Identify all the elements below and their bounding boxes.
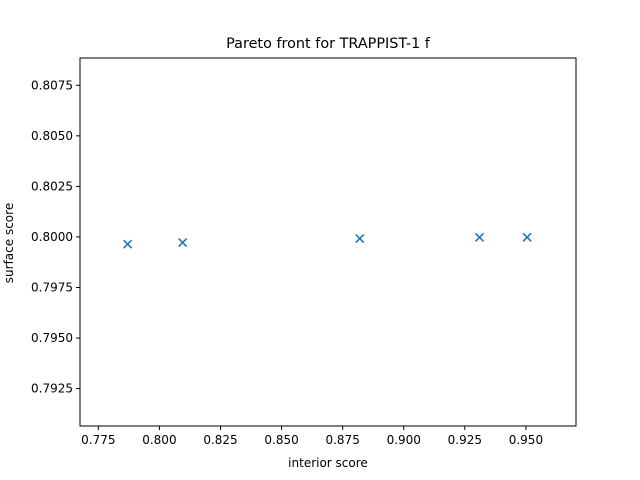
y-axis-label: surface score	[2, 203, 16, 283]
y-tick-label: 0.7925	[31, 382, 73, 396]
plot-frame	[79, 57, 577, 427]
x-tick-label: 0.925	[448, 433, 482, 447]
y-tick-label: 0.8025	[31, 179, 73, 193]
x-tick-label: 0.900	[387, 433, 421, 447]
data-point-x-marker	[178, 238, 188, 248]
x-tick-label: 0.825	[203, 433, 237, 447]
x-tick-label: 0.950	[509, 433, 543, 447]
y-tick-label: 0.8050	[31, 129, 73, 143]
x-axis-ticks: 0.775 0.800 0.825 0.850 0.875 0.900 0.925 0.950	[81, 426, 543, 447]
data-point-x-marker	[123, 239, 133, 249]
x-tick-label: 0.850	[264, 433, 298, 447]
x-tick-label: 0.775	[81, 433, 115, 447]
x-axis-label: interior score	[288, 456, 368, 470]
y-tick-label: 0.7950	[31, 331, 73, 345]
chart-title: Pareto front for TRAPPIST-1 f	[226, 36, 431, 52]
data-point-x-marker	[522, 232, 532, 242]
data-point-x-marker	[474, 232, 485, 242]
y-tick-label: 0.8000	[31, 230, 73, 244]
y-axis-ticks: 0.7925 0.7950 0.7975 0.8000 0.8025 0.8050 0.80…	[31, 78, 80, 396]
y-tick-label: 0.8075	[31, 78, 73, 92]
x-tick-label: 0.875	[325, 433, 359, 447]
x-tick-label: 0.800	[142, 433, 176, 447]
data-points	[123, 232, 532, 249]
data-point-x-marker	[355, 233, 365, 244]
y-tick-label: 0.7975	[31, 280, 73, 294]
